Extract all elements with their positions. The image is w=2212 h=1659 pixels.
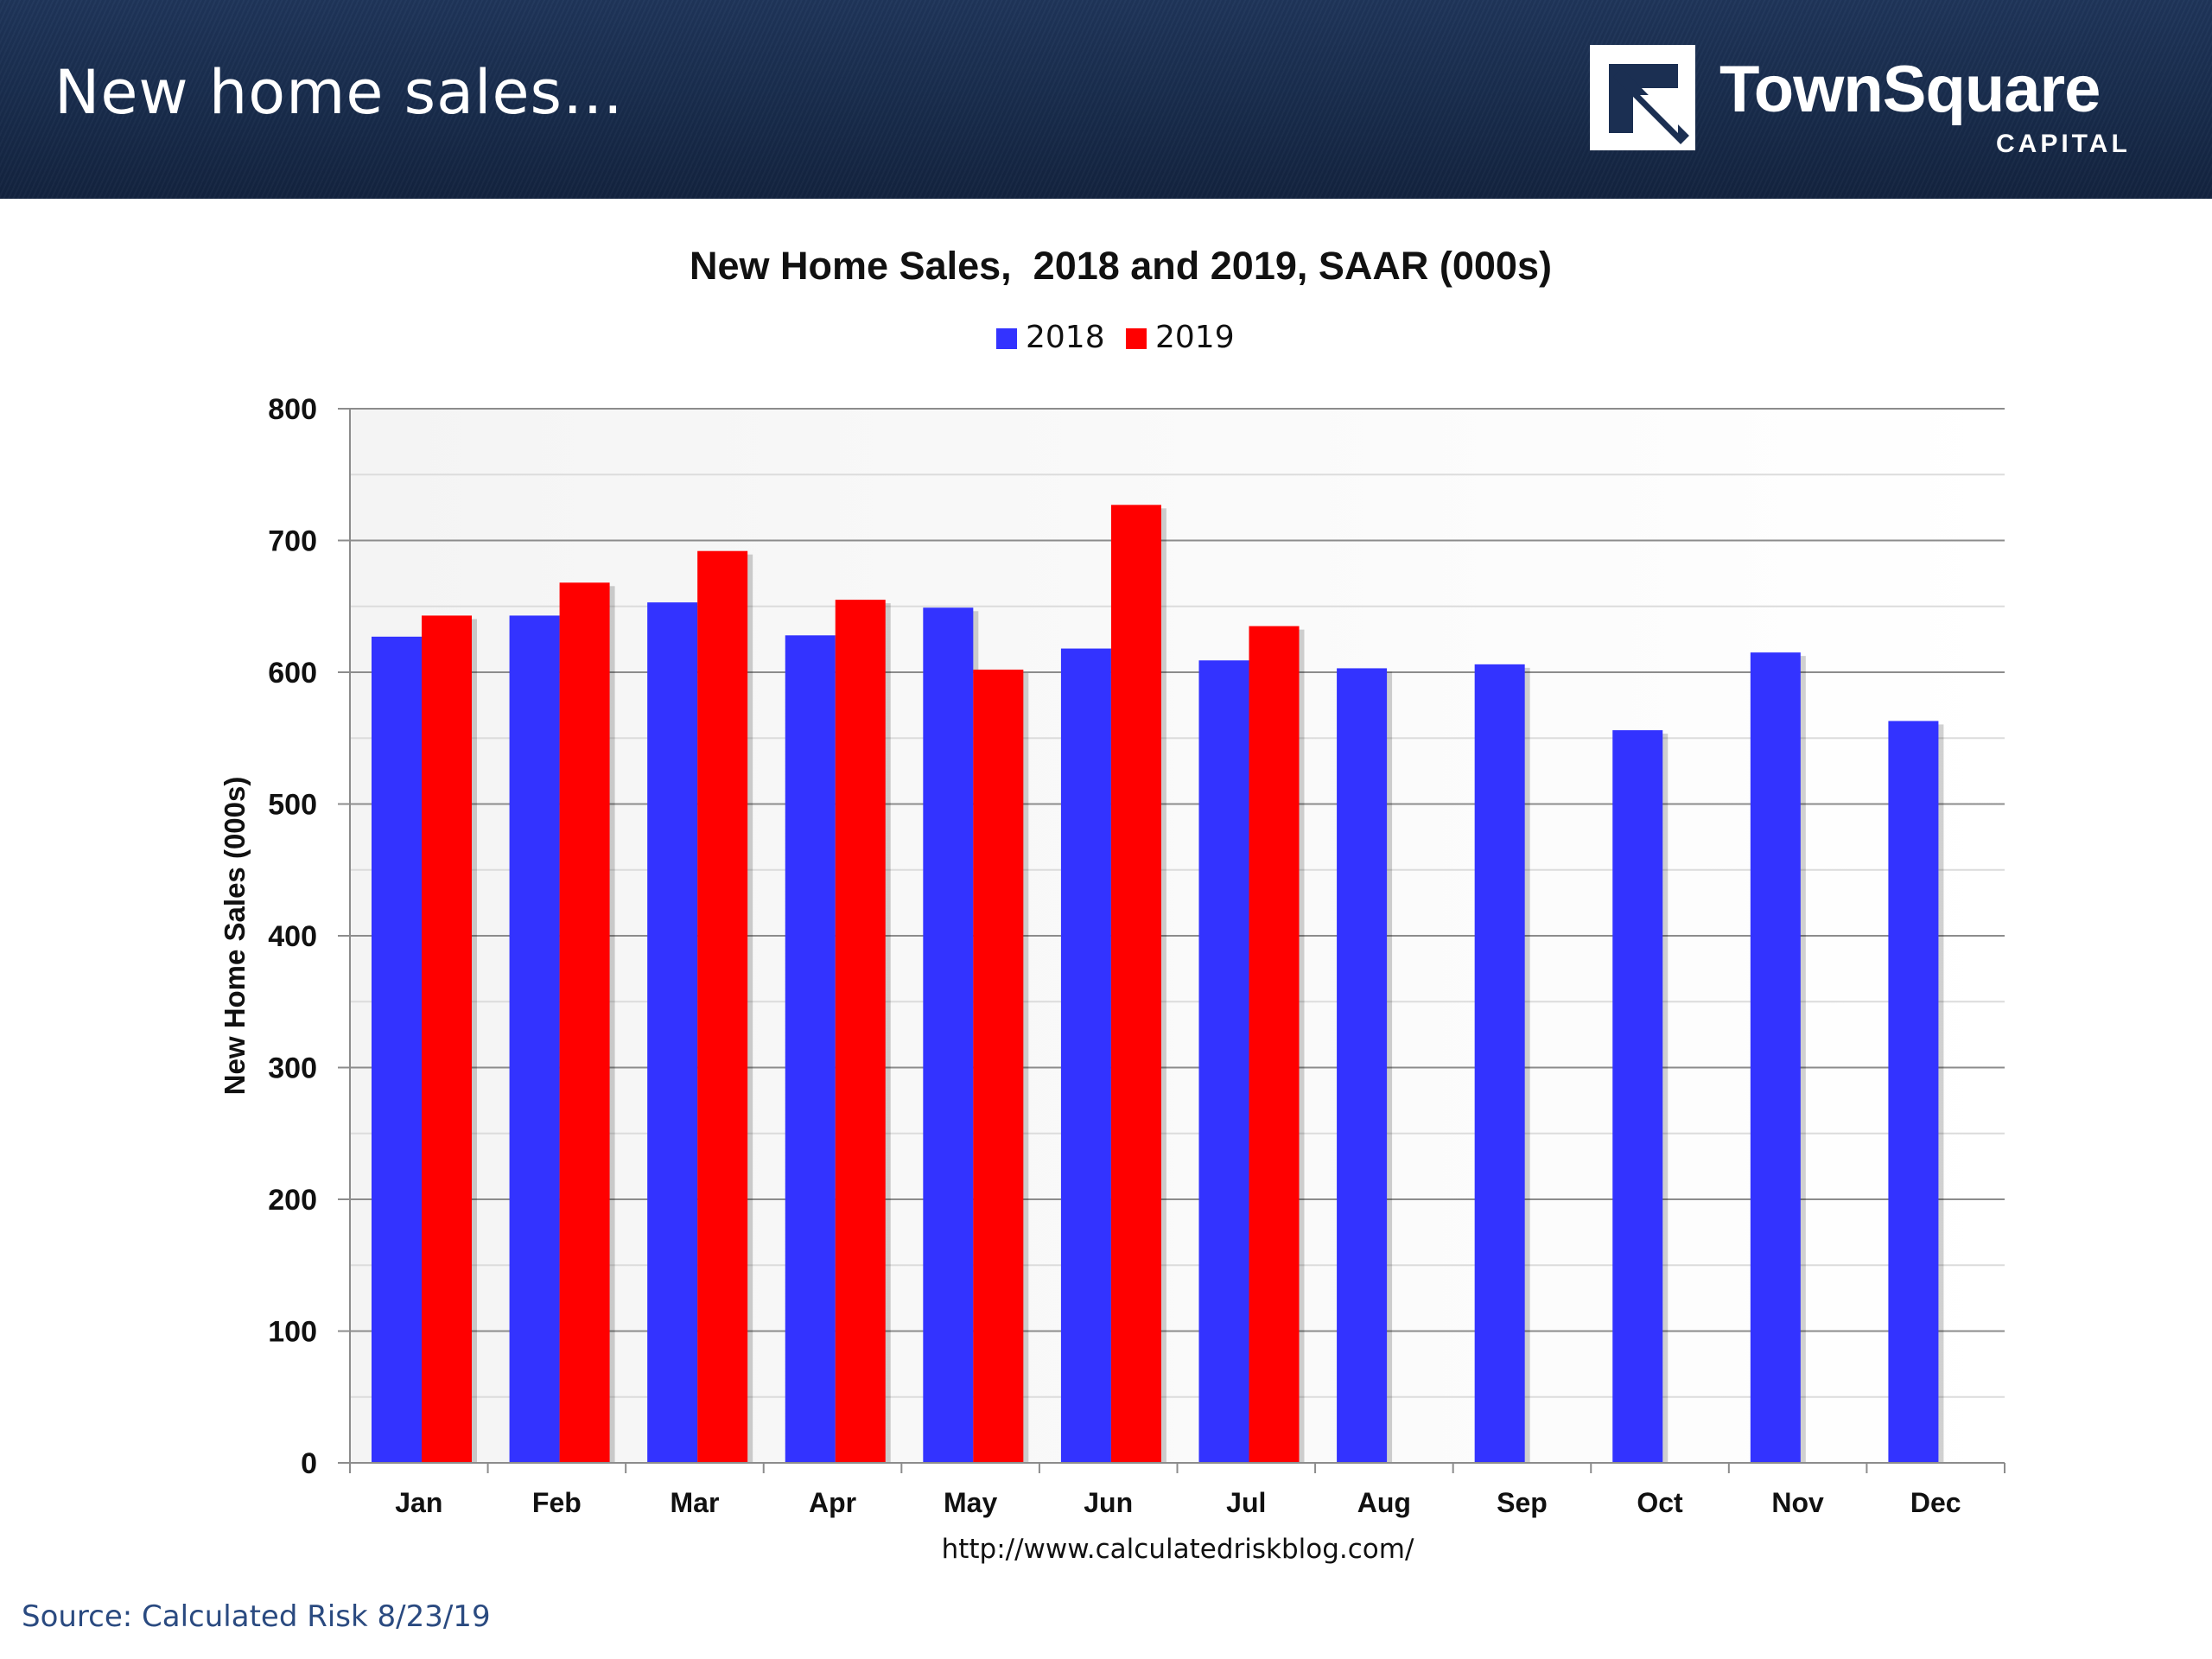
y-tick-label: 500 bbox=[268, 789, 317, 822]
bar-2018-jul bbox=[1198, 660, 1249, 1463]
bar-2018-jan bbox=[372, 636, 422, 1463]
y-tick-label: 200 bbox=[268, 1184, 317, 1217]
y-tick-label: 600 bbox=[268, 657, 317, 690]
bar-2018-dec bbox=[1888, 721, 1939, 1463]
x-tick-label: Apr bbox=[809, 1487, 856, 1518]
bar-2019-apr bbox=[835, 600, 886, 1463]
bar-2018-aug bbox=[1337, 668, 1388, 1463]
y-axis-label: New Home Sales (000s) bbox=[219, 777, 251, 1096]
bar-2019-may bbox=[973, 669, 1024, 1463]
x-tick-label: Mar bbox=[671, 1487, 720, 1518]
bar-2018-mar bbox=[647, 602, 698, 1463]
townsquare-logo-icon bbox=[1590, 45, 1695, 150]
bar-2018-oct bbox=[1612, 730, 1663, 1463]
bar-2018-nov bbox=[1750, 652, 1801, 1463]
x-tick-label: Jan bbox=[395, 1487, 442, 1518]
bar-2019-mar bbox=[697, 550, 748, 1464]
bar-2018-jun bbox=[1060, 648, 1111, 1463]
bar-2019-jul bbox=[1249, 626, 1300, 1463]
x-tick-label: Dec bbox=[1910, 1487, 1961, 1518]
source-note: Source: Calculated Risk 8/23/19 bbox=[22, 1599, 491, 1634]
legend-label-2019: 2019 bbox=[1155, 320, 1235, 355]
logo-name: TownSquare bbox=[1719, 53, 2101, 126]
y-tick-label: 100 bbox=[268, 1316, 317, 1349]
x-tick-label: Sep bbox=[1497, 1487, 1548, 1518]
bar-2019-jun bbox=[1110, 505, 1161, 1464]
x-tick-label: Aug bbox=[1357, 1487, 1411, 1518]
bar-2018-may bbox=[923, 607, 974, 1463]
x-tick-label: Oct bbox=[1637, 1487, 1683, 1518]
bar-2018-feb bbox=[509, 615, 560, 1463]
source-url: http://www.calculatedriskblog.com/ bbox=[942, 1534, 1414, 1565]
header-texture bbox=[0, 0, 2212, 199]
chart-legend: 2018 2019 bbox=[996, 320, 1235, 355]
bar-2019-feb bbox=[559, 582, 610, 1463]
x-tick-label: Jul bbox=[1226, 1487, 1266, 1518]
slide-header: New home sales… TownSquare CAPITAL bbox=[0, 0, 2212, 199]
x-tick-label: May bbox=[944, 1487, 997, 1518]
x-tick-label: Feb bbox=[532, 1487, 582, 1518]
x-tick-label: Jun bbox=[1084, 1487, 1133, 1518]
legend-swatch-2019 bbox=[1126, 328, 1147, 349]
y-tick-label: 0 bbox=[301, 1447, 317, 1480]
y-tick-label: 800 bbox=[268, 393, 317, 426]
chart-title: New Home Sales, 2018 and 2019, SAAR (000… bbox=[690, 244, 1552, 288]
logo-subtitle: CAPITAL bbox=[1996, 130, 2131, 158]
legend-label-2018: 2018 bbox=[1026, 320, 1105, 355]
y-tick-label: 300 bbox=[268, 1052, 317, 1085]
y-tick-label: 400 bbox=[268, 920, 317, 953]
bar-2018-apr bbox=[785, 635, 836, 1463]
plot-area: 0 100 200 300 400 500 600 700 800 Jan Feb Mar Apr May… bbox=[268, 393, 2005, 1518]
bar-chart: New Home Sales, 2018 and 2019, SAAR (000… bbox=[219, 244, 2005, 1565]
legend-swatch-2018 bbox=[996, 328, 1017, 349]
y-tick-label: 700 bbox=[268, 525, 317, 558]
bar-2019-jan bbox=[422, 615, 472, 1463]
slide-title: New home sales… bbox=[54, 57, 624, 128]
bar-2018-sep bbox=[1474, 664, 1525, 1463]
x-tick-label: Nov bbox=[1771, 1487, 1824, 1518]
